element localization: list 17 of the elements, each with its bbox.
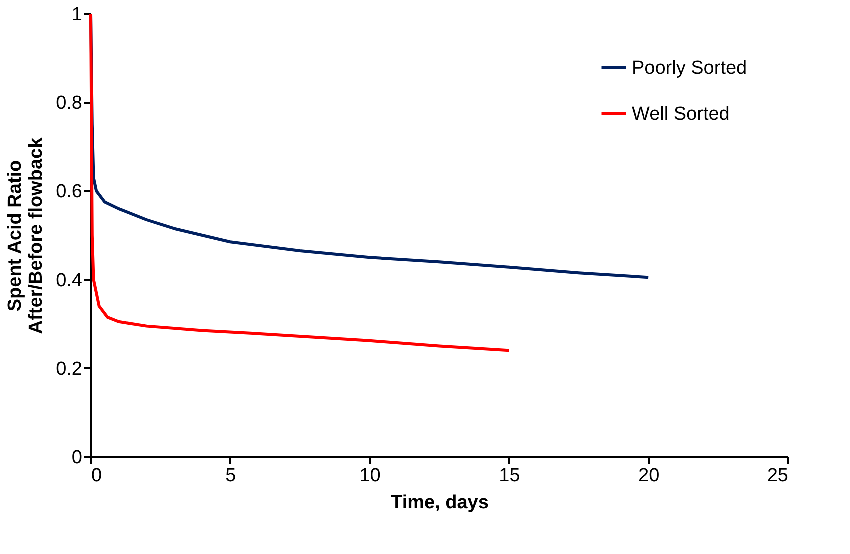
x-tick-label: 15 (499, 466, 520, 486)
y-tick-label: 0.8 (56, 93, 82, 114)
y-tick-label: 0.6 (56, 182, 82, 203)
x-tick-label: 10 (360, 466, 381, 486)
x-tick-label: 0 (92, 466, 102, 486)
y-tick-label: 1 (72, 4, 82, 26)
x-tick-label: 5 (226, 466, 236, 486)
y-tick-label: 0 (72, 448, 82, 468)
line-series (90, 12, 511, 352)
legend-label: Poorly Sorted (632, 58, 748, 79)
y-tick-label: 0.2 (56, 358, 82, 380)
y-axis-title: Spent Acid Ratio After/Before flowback (5, 137, 48, 334)
x-axis-title: Time, days (391, 492, 489, 514)
y-tick-label: 0.4 (56, 270, 83, 292)
x-tick-label: 20 (638, 466, 660, 486)
x-tick-label: 25 (767, 466, 788, 486)
legend-label: Well Sorted (632, 104, 730, 125)
